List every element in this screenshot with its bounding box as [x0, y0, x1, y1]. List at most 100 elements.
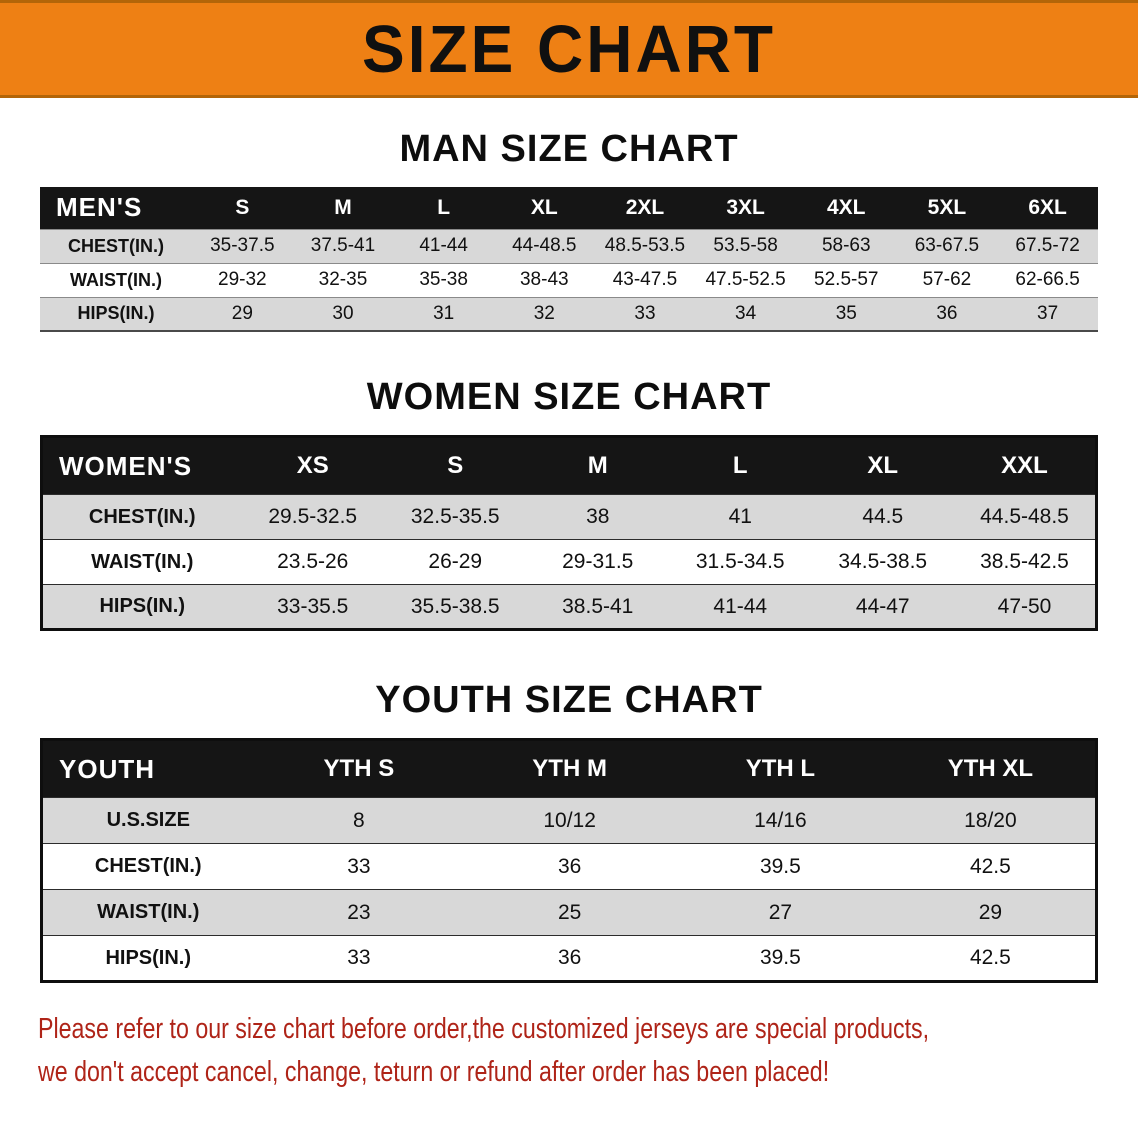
size-value: 52.5-57 [814, 269, 879, 290]
size-value: 47.5-52.5 [705, 269, 786, 290]
size-value: 42.5 [969, 946, 1011, 969]
man-size-section: MAN SIZE CHART MEN'S S M L XL 2XL 3XL 4XL 5XL 6XL… [0, 98, 1138, 332]
size-value: 39.5 [759, 946, 801, 969]
size-value: 48.5-53.5 [604, 235, 686, 256]
table-header-row: WOMEN'S XS S M L XL XXL [41, 436, 1097, 495]
size-value: 25 [557, 900, 582, 924]
size-value: 47-50 [997, 594, 1052, 618]
size-value: 29 [231, 302, 253, 324]
size-value: 23.5-26 [277, 550, 349, 573]
footer-line-1: Please refer to our size chart before or… [38, 1013, 930, 1045]
measurement-label: HIPS(IN.) [77, 303, 155, 324]
measurement-label: U.S.SIZE [106, 809, 190, 831]
size-value: 30 [332, 302, 354, 324]
size-value: 42.5 [969, 854, 1011, 878]
table-row: HIPS(IN.) 29 30 31 32 33 34 35 36 37 [40, 297, 1098, 331]
size-value: 32-35 [318, 269, 368, 290]
size-value: 34.5-38.5 [838, 550, 928, 573]
size-value: 32.5-35.5 [410, 505, 500, 528]
table-row: CHEST(IN.) 29.5-32.5 32.5-35.5 38 41 44.5 44.5… [41, 494, 1097, 540]
measurement-label: WAIST(IN.) [91, 550, 194, 573]
table-row: HIPS(IN.) 33-35.5 35.5-38.5 38.5-41 41-44 44-… [41, 584, 1097, 630]
size-value: 38.5-42.5 [980, 550, 1069, 573]
size-value: 32 [533, 302, 555, 324]
table-row: WAIST(IN.) 29-32 32-35 35-38 38-43 43-47.5 47.… [40, 263, 1098, 297]
size-chart-banner: SIZE CHART [0, 0, 1138, 98]
size-value: 67.5-72 [1015, 235, 1080, 256]
table-corner-label: WOMEN'S [59, 450, 193, 481]
size-value: 58-63 [821, 235, 871, 256]
table-row: WAIST(IN.) 23.5-26 26-29 29-31.5 31.5-34.5 34… [41, 539, 1097, 585]
size-value: 14/16 [754, 808, 807, 832]
table-header-row: MEN'S S M L XL 2XL 3XL 4XL 5XL 6XL [40, 187, 1098, 229]
table-row: WAIST(IN.) 23 25 27 29 [41, 889, 1097, 936]
size-value: 18/20 [964, 808, 1017, 832]
size-column-header: XS [296, 452, 329, 479]
measurement-label: CHEST(IN.) [68, 235, 164, 256]
measurement-label: CHEST(IN.) [94, 855, 202, 877]
table-corner-label: YOUTH [59, 753, 155, 784]
size-value: 38 [586, 505, 610, 528]
women-size-table: WOMEN'S XS S M L XL XXL CHEST(IN.) 29.5-32.5 32.5… [40, 435, 1098, 631]
size-column-header: XL [530, 195, 558, 219]
size-value: 27 [768, 900, 793, 924]
size-value: 36 [557, 854, 582, 878]
size-value: 37.5-41 [310, 235, 376, 256]
size-value: 29-32 [218, 269, 267, 290]
women-size-section: WOMEN SIZE CHART WOMEN'S XS S M L XL XXL CHEST(… [0, 332, 1138, 631]
size-value: 8 [353, 808, 365, 832]
size-value: 33 [634, 302, 656, 324]
size-value: 35.5-38.5 [410, 594, 500, 618]
size-column-header: 2XL [625, 195, 665, 219]
size-value: 33-35.5 [277, 594, 349, 618]
size-column-header: YTH L [745, 755, 816, 782]
size-value: 26-29 [428, 550, 483, 573]
size-value: 29-31.5 [562, 550, 634, 573]
size-value: 44-47 [855, 594, 910, 618]
youth-section-heading: YOUTH SIZE CHART [375, 679, 763, 721]
size-value: 35 [835, 302, 857, 324]
size-value: 29 [978, 900, 1003, 924]
measurement-label: WAIST(IN.) [70, 269, 162, 290]
size-value: 34 [735, 302, 757, 324]
women-section-heading: WOMEN SIZE CHART [366, 376, 772, 418]
youth-size-table: YOUTH YTH S YTH M YTH L YTH XL U.S.SIZE 8 10/12… [40, 738, 1098, 983]
measurement-label: WAIST(IN.) [97, 901, 200, 923]
size-column-header: XL [867, 452, 899, 479]
size-column-header: L [732, 452, 748, 479]
size-value: 53.5-58 [713, 235, 778, 256]
size-value: 33 [347, 854, 371, 878]
size-column-header: L [437, 195, 451, 219]
table-header-row: YOUTH YTH S YTH M YTH L YTH XL [41, 739, 1097, 798]
man-section-heading: MAN SIZE CHART [399, 128, 739, 170]
size-column-header: XXL [1001, 452, 1048, 479]
size-value: 41-44 [419, 235, 468, 256]
size-column-header: M [587, 452, 608, 479]
size-value: 23 [347, 900, 371, 924]
men-size-table: MEN'S S M L XL 2XL 3XL 4XL 5XL 6XL CHEST(IN.) 35-37… [40, 187, 1098, 332]
table-row: U.S.SIZE 8 10/12 14/16 18/20 [41, 797, 1097, 844]
size-value: 36 [936, 302, 958, 324]
size-value: 43-47.5 [612, 269, 678, 290]
page-title: SIZE CHART [362, 11, 776, 87]
size-column-header: M [334, 195, 352, 219]
size-column-header: YTH S [323, 755, 395, 782]
size-value: 35-37.5 [210, 235, 275, 256]
youth-size-section: YOUTH SIZE CHART YOUTH YTH S YTH M YTH L YTH… [0, 631, 1138, 983]
size-value: 38.5-41 [562, 594, 634, 618]
table-row: CHEST(IN.) 35-37.5 37.5-41 41-44 44-48.5 48.5… [40, 229, 1098, 263]
size-value: 39.5 [759, 854, 801, 878]
size-value: 44-48.5 [512, 235, 577, 256]
size-value: 41-44 [713, 594, 768, 618]
footer-note: Please refer to our size chart before or… [0, 1011, 1138, 1089]
size-column-header: YTH M [532, 755, 607, 782]
size-value: 35-38 [419, 269, 468, 290]
size-column-header: 3XL [726, 195, 765, 219]
size-value: 33 [347, 946, 371, 969]
footer-line-2: we don't accept cancel, change, teturn o… [38, 1056, 830, 1088]
measurement-label: HIPS(IN.) [105, 946, 192, 969]
size-value: 44.5 [862, 505, 904, 528]
size-value: 36 [557, 946, 582, 969]
table-row: HIPS(IN.) 33 36 39.5 42.5 [41, 935, 1097, 982]
size-column-header: 5XL [927, 195, 967, 219]
